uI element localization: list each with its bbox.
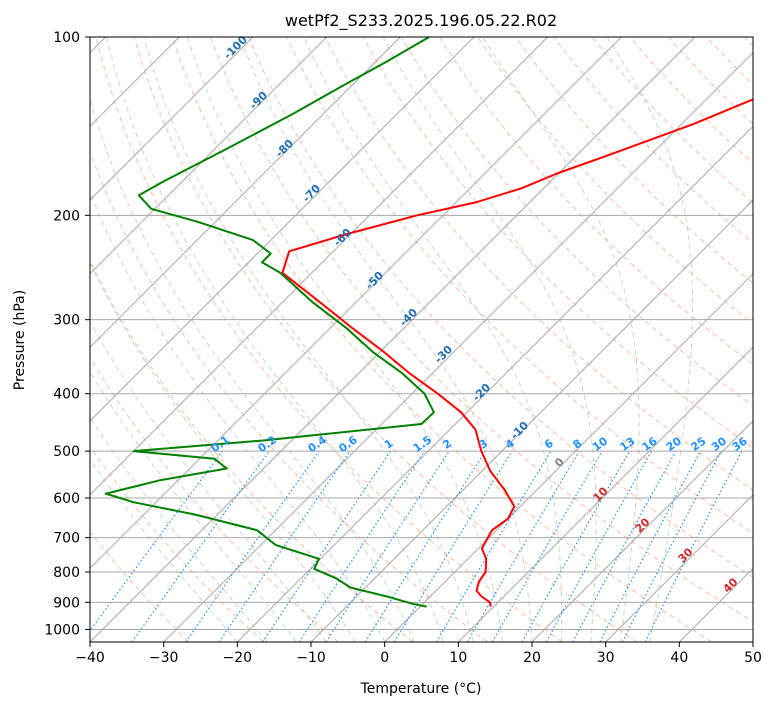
isotherm [310, 199, 753, 642]
dry-adiabat [171, 37, 712, 642]
moist-adiabat [382, 37, 597, 642]
y-tick-label: 700 [53, 531, 80, 547]
dry-adiabat [95, 37, 563, 642]
x-tick-label: −30 [149, 650, 179, 666]
background-lines [90, 37, 753, 642]
x-tick-label: −20 [223, 650, 253, 666]
dry-adiabat [400, 37, 753, 407]
moist-adiabat [106, 37, 445, 642]
y-tick-label: 500 [53, 444, 80, 460]
isotherm [236, 125, 753, 642]
moist-adiabat [90, 416, 268, 642]
mixing-ratio-line [185, 450, 320, 642]
x-tick-label: 0 [380, 650, 389, 666]
isotherm [163, 51, 753, 642]
y-tick-label: 100 [53, 30, 80, 46]
dry-adiabat [248, 37, 753, 578]
mixing-ratio-line [572, 450, 677, 642]
y-tick-label: 800 [53, 565, 80, 581]
mixing-ratio-line [545, 450, 653, 642]
x-tick-label: 30 [597, 650, 615, 666]
isotherm [605, 493, 753, 642]
moist-adiabat [143, 37, 474, 642]
mixing-ratio-line [262, 450, 392, 642]
y-tick-label: 1000 [44, 622, 80, 638]
dry-adiabat [90, 356, 339, 642]
chart-title: wetPf2_S233.2025.196.05.22.R02 [285, 11, 557, 31]
x-axis-ticks: −40 −30 −20 −10 0 10 20 30 40 50 [75, 642, 762, 666]
mixing-ratio-line [90, 450, 223, 632]
mixing-ratio-line [435, 450, 552, 642]
y-tick-label: 200 [53, 208, 80, 224]
dry-adiabat [438, 37, 753, 366]
x-tick-label: 40 [670, 650, 688, 666]
isotherm [531, 420, 753, 642]
x-axis-label: Temperature (°C) [360, 681, 482, 697]
moist-adiabat [482, 37, 640, 642]
x-tick-label: 20 [523, 650, 541, 666]
isotherm [90, 37, 696, 642]
mixing-ratio-line [491, 450, 603, 642]
mixing-ratio-line [644, 450, 743, 642]
isotherm [90, 37, 328, 275]
moist-adiabat [187, 37, 503, 642]
moist-adiabat [239, 37, 533, 642]
x-tick-label: 50 [744, 650, 762, 666]
mixing-ratio-line [599, 450, 702, 642]
moist-adiabat [90, 261, 356, 642]
dry-adiabat [90, 531, 190, 642]
moist-adiabat [606, 37, 694, 642]
x-tick-label: −40 [75, 650, 105, 666]
dry-adiabat [210, 37, 753, 623]
y-tick-label: 400 [53, 387, 80, 403]
isotherm [90, 37, 254, 201]
y-tick-label: 900 [53, 595, 80, 611]
dry-adiabat [515, 37, 753, 284]
plot-frame [89, 36, 754, 643]
mixing-ratio-line [325, 450, 450, 642]
y-axis-label: Pressure (hPa) [12, 290, 28, 390]
profile-series [104, 37, 753, 608]
moist-adiabat [90, 458, 238, 642]
dry-adiabat [90, 445, 264, 642]
isotherm [90, 37, 475, 422]
isotherm [90, 37, 401, 349]
x-tick-label: 10 [449, 650, 467, 666]
dry-adiabat [133, 37, 638, 642]
isotherm [90, 37, 549, 496]
mixing-ratio-line [621, 450, 722, 642]
mixing-ratio-line [298, 450, 425, 642]
mixing-ratio-line [131, 450, 270, 642]
moist-adiabat [90, 190, 386, 642]
isotherm [90, 37, 622, 570]
moist-adiabat [90, 370, 297, 642]
moist-adiabat [303, 37, 563, 642]
mixing-ratio-line [218, 450, 351, 642]
isotherm [457, 346, 753, 642]
dry-adiabat [90, 150, 488, 642]
temperature-line [281, 98, 753, 607]
y-axis-ticks: 100 200 300 400 500 600 700 800 900 1000 [44, 30, 90, 638]
mixing-ratio-line [466, 450, 580, 642]
x-tick-label: −10 [296, 650, 326, 666]
y-tick-label: 300 [53, 313, 80, 329]
y-tick-label: 600 [53, 491, 80, 507]
dewpoint-line [104, 37, 435, 608]
